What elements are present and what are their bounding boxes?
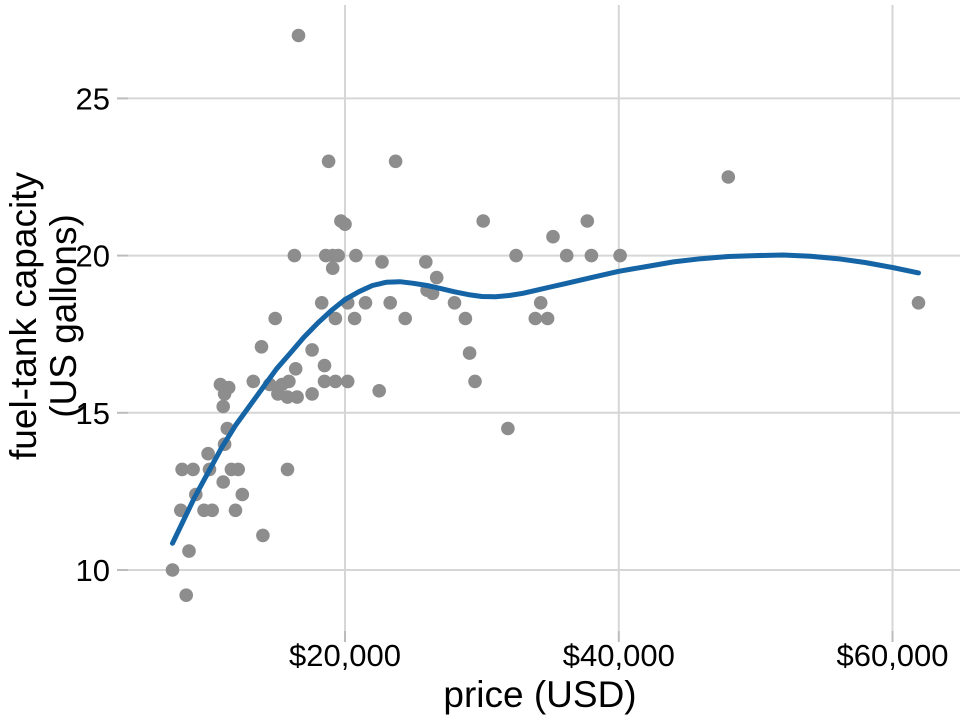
data-point xyxy=(462,346,477,360)
data-point xyxy=(317,358,332,373)
data-point xyxy=(186,462,200,477)
axis-titles: price (USD) fuel-tank capacity (US gallons… xyxy=(3,172,637,715)
axis-tick-labels: $20,000 $40,000 $60,000 10 15 20 25 xyxy=(76,81,949,673)
data-point xyxy=(458,311,473,326)
data-point xyxy=(331,248,346,263)
data-point xyxy=(280,390,295,404)
data-point xyxy=(291,28,306,43)
data-point xyxy=(282,374,296,389)
data-point xyxy=(509,248,523,263)
data-point xyxy=(328,311,343,326)
x-tick-label-20000: $20,000 xyxy=(289,638,401,673)
data-point xyxy=(305,387,319,401)
data-point xyxy=(182,544,196,558)
data-point xyxy=(388,154,403,169)
data-point xyxy=(375,255,389,269)
y-tick-label-20: 20 xyxy=(76,239,110,274)
data-point xyxy=(288,362,303,376)
data-point xyxy=(584,248,599,263)
data-point xyxy=(235,487,250,502)
data-point xyxy=(533,296,548,310)
data-point xyxy=(429,270,444,285)
data-point xyxy=(419,255,433,269)
data-point xyxy=(911,296,926,310)
data-point xyxy=(287,248,302,263)
scatter-points xyxy=(165,28,926,602)
data-point xyxy=(216,475,230,489)
data-point xyxy=(580,214,595,228)
data-point xyxy=(328,374,343,389)
data-point xyxy=(613,248,627,263)
data-point xyxy=(305,343,319,357)
data-point xyxy=(398,311,413,326)
data-point xyxy=(340,374,355,389)
x-tick-label-60000: $60,000 xyxy=(836,638,948,673)
axis-ticks xyxy=(117,97,894,642)
y-tick-label-25: 25 xyxy=(76,81,110,116)
data-point xyxy=(321,154,336,169)
data-point xyxy=(179,588,193,602)
data-point xyxy=(383,296,398,310)
data-point xyxy=(216,399,230,414)
data-point xyxy=(347,311,362,326)
data-point xyxy=(447,296,462,310)
data-point xyxy=(314,296,329,310)
data-point xyxy=(228,503,243,518)
data-point xyxy=(721,170,736,184)
data-point xyxy=(205,503,219,518)
data-point xyxy=(325,261,340,276)
data-point xyxy=(528,311,543,326)
data-point xyxy=(290,390,304,404)
y-axis-title-line1: fuel-tank capacity xyxy=(3,172,44,460)
data-point xyxy=(246,374,261,389)
data-point xyxy=(349,248,363,263)
data-point xyxy=(476,214,491,228)
data-point xyxy=(468,374,482,389)
data-point xyxy=(231,462,245,477)
data-point xyxy=(559,248,574,263)
data-point xyxy=(358,296,373,310)
data-point xyxy=(540,311,555,326)
y-tick-label-15: 15 xyxy=(76,396,110,431)
trend-line xyxy=(170,252,921,546)
data-point xyxy=(372,384,387,398)
data-point xyxy=(254,340,269,354)
data-point xyxy=(317,374,332,389)
data-point xyxy=(268,311,283,326)
data-point xyxy=(546,229,560,244)
y-axis-title-line2: (US gallons) xyxy=(43,214,84,418)
x-axis-title: price (USD) xyxy=(443,674,636,715)
gridlines xyxy=(128,5,960,631)
loess-trend-line xyxy=(170,252,921,546)
y-tick-label-10: 10 xyxy=(76,553,110,588)
data-point xyxy=(280,462,295,477)
x-tick-label-40000: $40,000 xyxy=(563,638,675,673)
data-point xyxy=(201,446,215,461)
data-point xyxy=(501,421,515,436)
data-point xyxy=(338,217,352,231)
data-point xyxy=(256,528,270,543)
data-point xyxy=(213,377,228,392)
data-point xyxy=(165,563,180,577)
data-point xyxy=(175,462,189,477)
